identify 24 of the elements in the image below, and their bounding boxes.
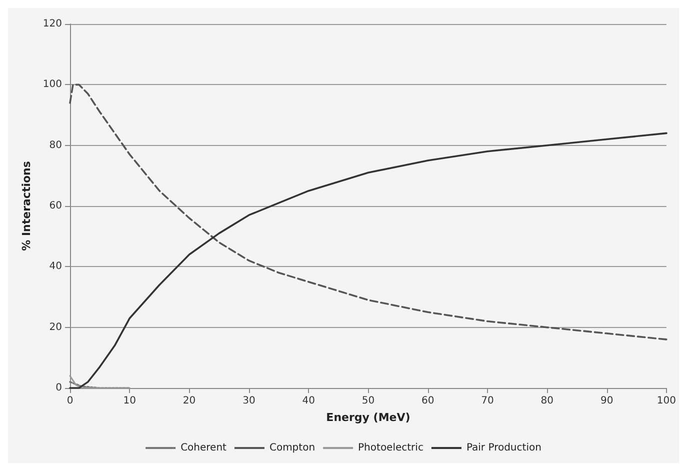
x-tick-label: 70: [481, 396, 494, 406]
y-tick-label: 60: [49, 200, 62, 212]
y-tick-label: 40: [49, 261, 62, 272]
legend-label: Coherent: [180, 442, 227, 454]
y-axis-title: % Interactions: [20, 160, 33, 251]
x-tick-label: 20: [182, 396, 196, 406]
y-tick-label: 0: [56, 382, 62, 394]
legend-label: Photoelectric: [358, 442, 424, 454]
x-tick-label: 30: [242, 396, 256, 406]
y-tick-label: 120: [42, 18, 62, 30]
x-tick-label: 10: [123, 396, 136, 406]
legend-label: Pair Production: [466, 442, 542, 454]
y-tick-label: 100: [42, 79, 62, 90]
legend-label: Compton: [269, 442, 316, 454]
x-tick-label: 0: [66, 396, 74, 406]
y-tick-label: 20: [49, 322, 62, 333]
x-tick-label: 40: [302, 396, 315, 406]
x-tick-label: 80: [540, 396, 554, 406]
y-tick-label: 80: [49, 140, 62, 151]
x-tick-label: 90: [600, 396, 614, 406]
x-tick-label: 100: [656, 396, 676, 406]
x-tick-label: 60: [422, 396, 434, 406]
x-axis-title: Energy (MeV): [326, 411, 410, 424]
x-tick-label: 50: [362, 396, 375, 406]
